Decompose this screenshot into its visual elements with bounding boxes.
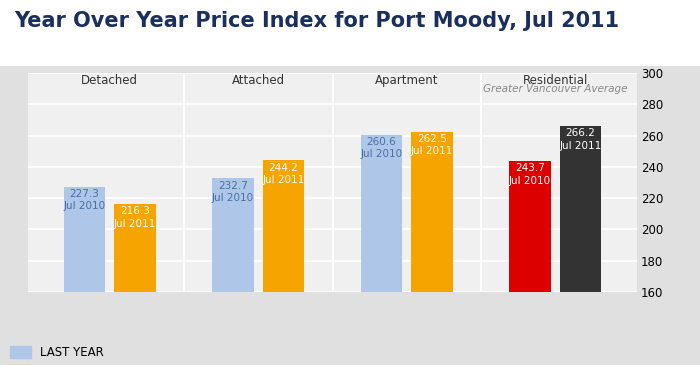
Text: 216.3
Jul 2011: 216.3 Jul 2011 bbox=[114, 206, 156, 229]
Text: 266.2
Jul 2011: 266.2 Jul 2011 bbox=[559, 128, 602, 151]
Text: Attached: Attached bbox=[232, 74, 285, 87]
Bar bbox=[360, 135, 402, 292]
Text: 227.3
Jul 2010: 227.3 Jul 2010 bbox=[64, 189, 106, 211]
Legend: LAST YEAR, THIS YEAR: LAST YEAR, THIS YEAR bbox=[10, 346, 104, 365]
Bar bbox=[262, 160, 304, 292]
Text: 262.5
Jul 2011: 262.5 Jul 2011 bbox=[411, 134, 453, 157]
Text: 232.7
Jul 2010: 232.7 Jul 2010 bbox=[212, 181, 254, 203]
Text: 243.7
Jul 2010: 243.7 Jul 2010 bbox=[509, 164, 551, 186]
Text: Year Over Year Price Index for Port Moody, Jul 2011: Year Over Year Price Index for Port Mood… bbox=[14, 11, 619, 31]
Bar bbox=[510, 161, 551, 292]
Text: Detached: Detached bbox=[81, 74, 138, 87]
Text: Apartment: Apartment bbox=[375, 74, 438, 87]
Text: Greater Vancouver Average: Greater Vancouver Average bbox=[483, 84, 628, 94]
Bar bbox=[64, 187, 105, 292]
Bar bbox=[114, 204, 155, 292]
Text: 260.6
Jul 2010: 260.6 Jul 2010 bbox=[360, 137, 402, 160]
Bar bbox=[560, 126, 601, 292]
Bar bbox=[411, 132, 453, 292]
Bar bbox=[212, 178, 254, 292]
Text: 244.2
Jul 2011: 244.2 Jul 2011 bbox=[262, 163, 304, 185]
Text: Residential: Residential bbox=[523, 74, 588, 87]
